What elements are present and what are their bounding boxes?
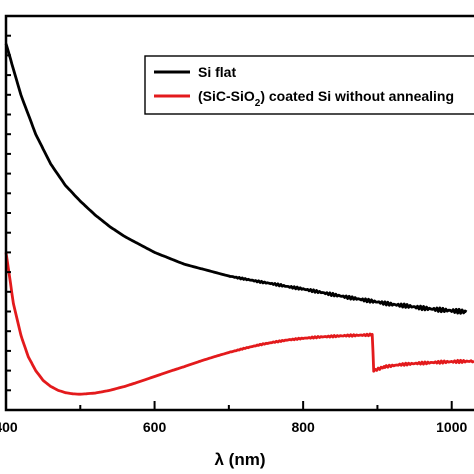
x-tick-label: 800: [291, 419, 315, 435]
x-tick-label: 1000: [436, 419, 467, 435]
legend-label-si-flat: Si flat: [198, 64, 236, 80]
tick-layer: 400 600 800 1000: [0, 15, 467, 435]
legend: Si flat (SiC-SiO2) coated Si without ann…: [144, 55, 474, 115]
series-line-0: [4, 43, 468, 315]
x-axis-label: λ (nm): [215, 450, 266, 469]
legend-label-sic-sio2: (SiC-SiO2) coated Si without annealing: [198, 88, 454, 109]
x-tick-label: 600: [143, 419, 167, 435]
series-layer: [4, 43, 474, 396]
series-line-1: [4, 252, 474, 396]
x-tick-label: 400: [0, 419, 18, 435]
legend-box: [144, 55, 474, 115]
